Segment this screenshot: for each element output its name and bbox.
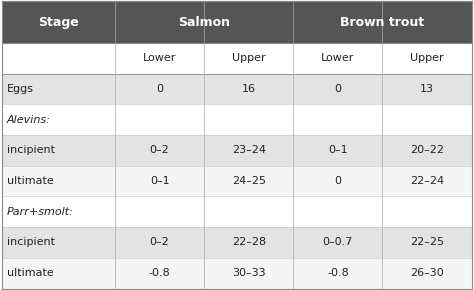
Text: Upper: Upper (410, 53, 444, 63)
Bar (115, 104, 204, 135)
Text: ultimate: ultimate (7, 176, 54, 186)
Text: Stage: Stage (38, 16, 79, 29)
Text: Lower: Lower (143, 53, 176, 63)
Bar (383, 104, 472, 135)
Bar (293, 104, 383, 135)
Text: 0: 0 (334, 84, 341, 94)
Bar (383, 135, 472, 166)
Bar (383, 258, 472, 289)
Bar (115, 227, 204, 258)
Bar (383, 196, 472, 227)
Text: 0: 0 (156, 84, 163, 94)
Bar (2, 227, 115, 258)
Text: 20–22: 20–22 (410, 145, 444, 155)
Bar (293, 227, 383, 258)
Bar (204, 196, 293, 227)
Text: Salmon: Salmon (178, 16, 230, 29)
Text: 30–33: 30–33 (232, 268, 265, 278)
Bar (2, 135, 115, 166)
Bar (115, 166, 204, 196)
Text: 0–1: 0–1 (150, 176, 169, 186)
Bar (383, 166, 472, 196)
Bar (293, 43, 383, 74)
Bar (115, 43, 204, 74)
Bar (2, 104, 115, 135)
Bar (2, 258, 115, 289)
Text: Lower: Lower (321, 53, 355, 63)
Text: Upper: Upper (232, 53, 265, 63)
Text: 23–24: 23–24 (232, 145, 266, 155)
Text: 26–30: 26–30 (410, 268, 444, 278)
Text: Eggs: Eggs (7, 84, 34, 94)
Bar (293, 258, 383, 289)
Bar (204, 74, 293, 104)
Text: 22–28: 22–28 (232, 238, 266, 247)
Bar (383, 43, 472, 74)
Bar (293, 135, 383, 166)
Bar (204, 135, 293, 166)
Bar (2, 196, 115, 227)
Text: 13: 13 (420, 84, 434, 94)
Text: ultimate: ultimate (7, 268, 54, 278)
Text: Parr+smolt:: Parr+smolt: (7, 207, 74, 217)
Bar (2, 1, 115, 43)
Text: 16: 16 (242, 84, 256, 94)
Bar (2, 74, 115, 104)
Bar (204, 104, 293, 135)
Text: 0–2: 0–2 (150, 238, 169, 247)
Bar (204, 43, 293, 74)
Text: -0.8: -0.8 (327, 268, 349, 278)
Bar (204, 166, 293, 196)
Bar (115, 258, 204, 289)
Text: Alevins:: Alevins: (7, 115, 51, 125)
Bar (383, 227, 472, 258)
Bar (115, 135, 204, 166)
Bar (383, 74, 472, 104)
Bar (204, 258, 293, 289)
Text: 22–24: 22–24 (410, 176, 444, 186)
Text: 0–1: 0–1 (328, 145, 348, 155)
Text: -0.8: -0.8 (149, 268, 171, 278)
Bar (115, 196, 204, 227)
Bar (2, 166, 115, 196)
Text: 0–0.7: 0–0.7 (323, 238, 353, 247)
Bar (293, 1, 472, 43)
Text: Brown trout: Brown trout (340, 16, 425, 29)
Text: incipient: incipient (7, 145, 55, 155)
Bar (204, 227, 293, 258)
Text: 24–25: 24–25 (232, 176, 266, 186)
Text: 0: 0 (334, 176, 341, 186)
Bar (293, 74, 383, 104)
Bar (115, 74, 204, 104)
Bar (293, 196, 383, 227)
Bar (293, 166, 383, 196)
Text: 22–25: 22–25 (410, 238, 444, 247)
Text: 0–2: 0–2 (150, 145, 169, 155)
Bar (2, 43, 115, 74)
Bar (115, 1, 293, 43)
Text: incipient: incipient (7, 238, 55, 247)
